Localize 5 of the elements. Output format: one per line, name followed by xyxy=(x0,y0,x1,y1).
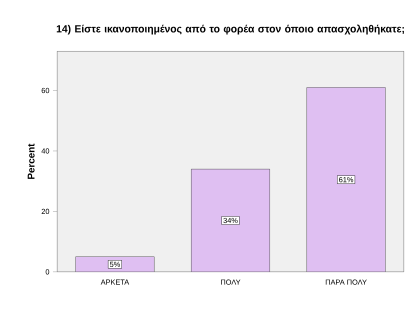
bar xyxy=(191,168,270,272)
bar xyxy=(75,256,154,272)
chart-title: 14) Είστε ικανοποιημένος από το φορέα στον όποιο απασχοληθήκατε; xyxy=(56,24,404,34)
y-axis-title: Percent xyxy=(28,144,35,179)
bar xyxy=(306,87,386,272)
